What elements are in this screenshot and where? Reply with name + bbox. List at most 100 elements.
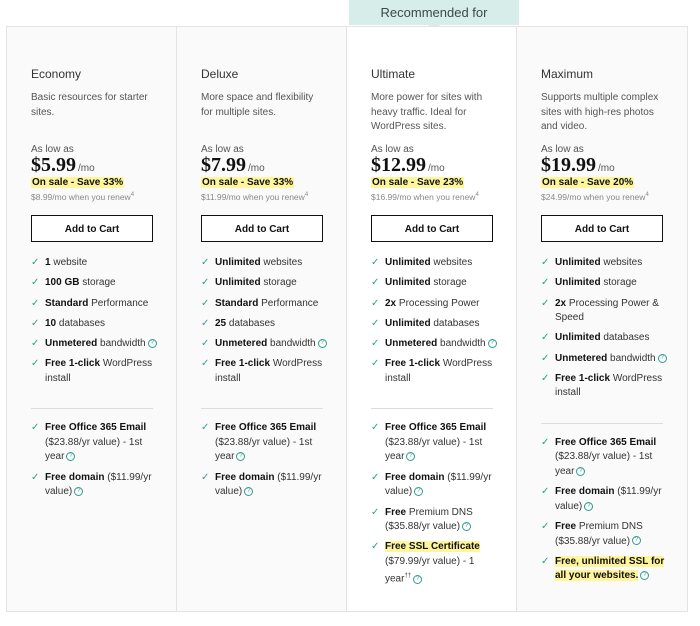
section-divider — [541, 422, 663, 424]
feature-detail: storage — [600, 277, 637, 289]
help-icon[interactable]: ? — [632, 536, 642, 546]
feature-item: ✓ 2x Processing Power & Speed — [541, 297, 667, 326]
help-icon[interactable]: ? — [640, 571, 650, 581]
feature-detail: databases — [600, 332, 650, 344]
feature-text: Free domain — [555, 486, 614, 497]
feature-detail: WordPress install — [45, 358, 153, 384]
help-icon[interactable]: ? — [66, 452, 76, 462]
feature-emphasis: Unmetered — [385, 338, 438, 350]
feature-text: Standard — [45, 298, 88, 309]
per-month: /mo — [428, 163, 445, 174]
feature-text: Unlimited — [215, 277, 261, 288]
help-icon[interactable]: ? — [487, 339, 497, 349]
feature-item: ✓ Free Premium DNS ($35.88/yr value)? — [541, 520, 667, 549]
feature-item: ✓ Unlimited databases — [541, 331, 667, 346]
help-icon[interactable]: ? — [413, 574, 423, 584]
help-icon[interactable]: ? — [576, 466, 586, 476]
feature-emphasis: Standard — [45, 297, 89, 309]
feature-item: ✓ Unmetered bandwidth? — [31, 337, 157, 352]
add-to-cart-button[interactable]: Add to Cart — [201, 215, 323, 242]
sale-badge: On sale - Save 33% — [31, 177, 125, 188]
feature-list: ✓ Unlimited websites ✓ Unlimited storage ✓ St… — [201, 256, 327, 506]
feature-emphasis: Free domain — [385, 471, 445, 483]
check-icon: ✓ — [371, 317, 380, 329]
help-icon[interactable]: ? — [147, 339, 157, 349]
feature-text: 1 — [45, 257, 51, 268]
plan-card-maximum: Maximum Supports multiple complex sites … — [517, 27, 687, 611]
feature-detail: WordPress install — [385, 358, 493, 384]
feature-detail: WordPress install — [215, 358, 323, 384]
feature-detail: websites — [600, 257, 643, 268]
feature-text: Unmetered — [555, 353, 607, 364]
feature-emphasis: 10 — [45, 317, 57, 329]
feature-text: 100 GB — [45, 277, 79, 288]
feature-text: Free domain — [385, 472, 444, 483]
help-icon[interactable]: ? — [414, 487, 424, 497]
feature-emphasis: Unlimited — [385, 277, 431, 289]
feature-item: ✓ Unlimited storage — [201, 276, 327, 291]
feature-item: ✓ Free 1-click WordPress install — [31, 357, 157, 386]
feature-emphasis: Free domain — [215, 471, 275, 483]
feature-text: Free Office 365 Email — [45, 422, 146, 433]
feature-emphasis: Free domain — [45, 471, 105, 483]
check-icon: ✓ — [371, 277, 380, 289]
feature-detail: websites — [260, 257, 303, 268]
renew-text: $11.99/mo when you renew — [201, 192, 305, 202]
help-icon[interactable]: ? — [236, 452, 246, 462]
feature-emphasis: Free 1-click — [215, 358, 271, 370]
feature-text: Unlimited — [215, 257, 261, 268]
feature-text: Standard — [215, 298, 258, 309]
feature-detail: Processing Power & Speed — [555, 297, 659, 324]
renew-footnote: 4 — [130, 192, 135, 199]
feature-emphasis: 2x — [385, 297, 397, 309]
plan-card-economy: Economy Basic resources for starter site… — [7, 27, 177, 611]
footnote-mark: †† — [404, 573, 412, 580]
feature-text: Free 1-click — [555, 373, 610, 384]
plan-name: Economy — [31, 67, 82, 81]
help-icon[interactable]: ? — [462, 521, 472, 531]
feature-emphasis: Unmetered — [555, 352, 608, 364]
renew-text: $24.99/mo when you renew — [541, 192, 646, 202]
feature-emphasis: Free, unlimited SSL for all your website… — [555, 555, 665, 582]
feature-text: Unlimited — [385, 257, 431, 268]
per-month: /mo — [78, 163, 95, 174]
help-icon[interactable]: ? — [74, 487, 84, 497]
help-icon[interactable]: ? — [406, 452, 416, 462]
as-low-as-label: As low as — [31, 144, 74, 155]
check-icon: ✓ — [201, 338, 210, 350]
feature-text: Free domain — [45, 472, 104, 483]
check-icon: ✓ — [541, 521, 550, 533]
check-icon: ✓ — [201, 257, 210, 268]
feature-detail: websites — [430, 257, 473, 268]
feature-item: ✓ Free SSL Certificate ($79.99/yr value) … — [371, 540, 497, 587]
feature-text: Unlimited — [385, 277, 431, 288]
plan-card-ultimate: Ultimate More power for sites with heavy… — [347, 27, 517, 611]
help-icon[interactable]: ? — [657, 353, 667, 363]
renew-footnote: 4 — [645, 192, 649, 199]
feature-list: ✓ Unlimited websites ✓ Unlimited storage ✓ 2x… — [371, 256, 497, 593]
section-divider — [371, 408, 493, 410]
help-icon[interactable]: ? — [584, 501, 594, 511]
plan-description: Basic resources for starter sites. — [31, 92, 148, 118]
feature-item: ✓ Unlimited storage — [371, 276, 497, 291]
add-to-cart-button[interactable]: Add to Cart — [31, 215, 153, 242]
feature-item: ✓ Free domain ($11.99/yr value)? — [371, 471, 497, 500]
check-icon: ✓ — [31, 257, 40, 268]
section-divider — [31, 408, 153, 410]
sale-badge: On sale - Save 23% — [371, 177, 465, 188]
help-icon[interactable]: ? — [244, 487, 254, 497]
as-low-as-label: As low as — [541, 144, 584, 155]
feature-text: Unlimited — [385, 318, 431, 329]
per-month: /mo — [598, 163, 615, 174]
feature-detail: bandwidth — [607, 352, 656, 364]
pricing-table: Economy Basic resources for starter site… — [6, 26, 688, 612]
help-icon[interactable]: ? — [317, 339, 327, 349]
feature-text: Free — [555, 521, 576, 532]
feature-text: Unmetered — [45, 338, 97, 349]
add-to-cart-button[interactable]: Add to Cart — [541, 215, 663, 242]
renew-footnote: 4 — [475, 192, 479, 199]
feature-text: Free 1-click — [215, 358, 270, 369]
feature-detail: storage — [79, 277, 116, 289]
feature-list: ✓ Unlimited websites ✓ Unlimited storage ✓ 2x… — [541, 256, 667, 590]
add-to-cart-button[interactable]: Add to Cart — [371, 215, 493, 242]
